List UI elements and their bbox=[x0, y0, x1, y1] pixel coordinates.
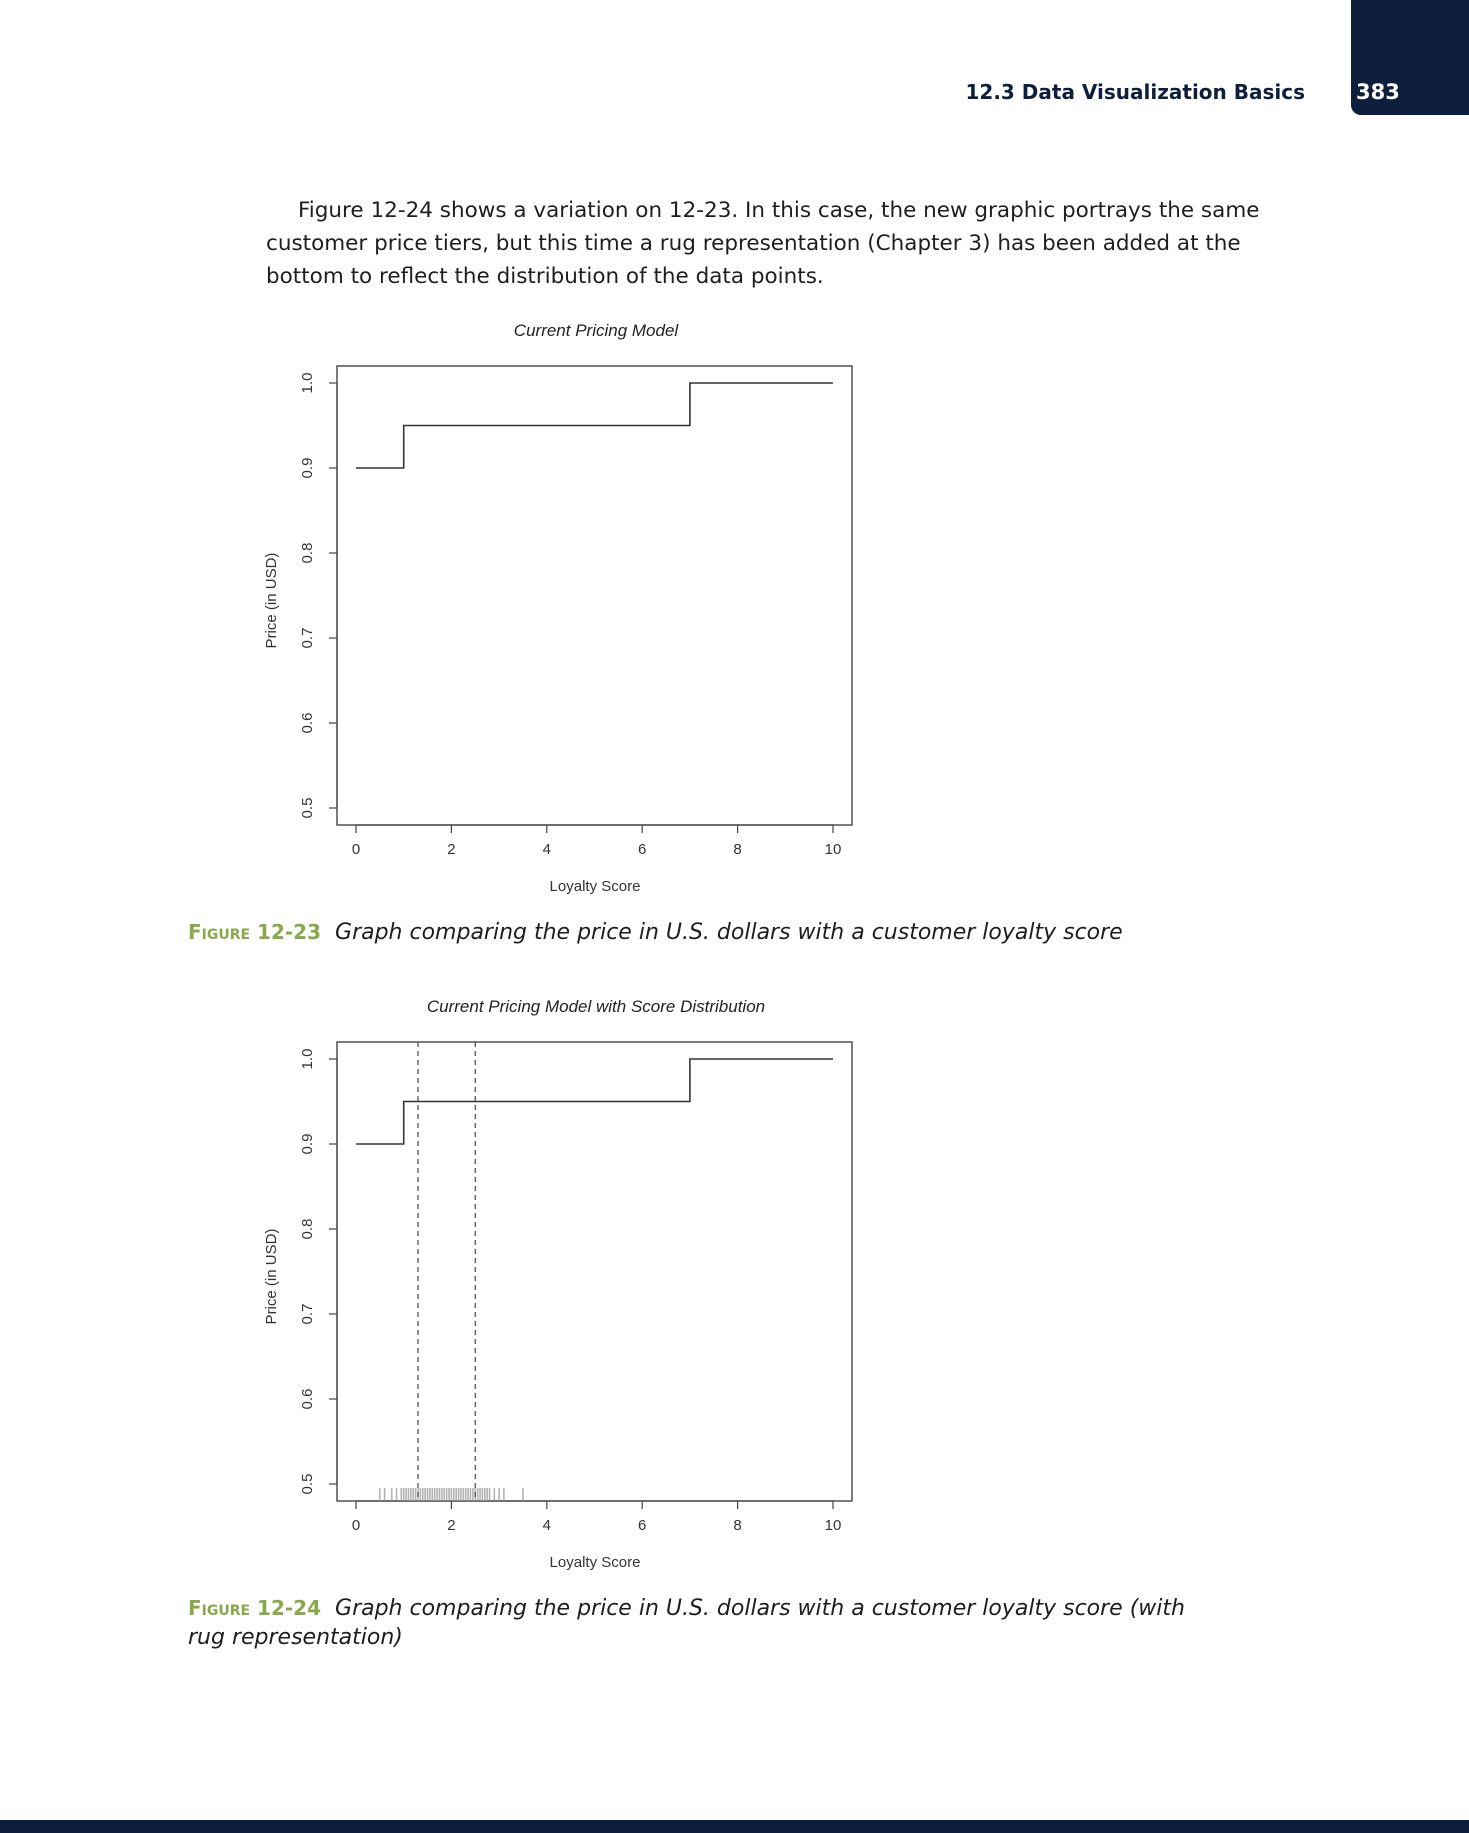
y-axis-label: Price (in USD) bbox=[263, 553, 280, 649]
caption-text: Graph comparing the price in U.S. dollar… bbox=[188, 1596, 1185, 1650]
x-tick-label: 8 bbox=[733, 1517, 741, 1534]
x-tick-label: 10 bbox=[825, 841, 842, 858]
x-tick-label: 6 bbox=[638, 1517, 646, 1534]
figure-caption-12-24: Figure 12-24 Graph comparing the price i… bbox=[188, 1594, 1228, 1652]
chart-title: Current Pricing Model with Score Distrib… bbox=[427, 997, 765, 1016]
y-tick-label: 0.9 bbox=[299, 1134, 316, 1155]
caption-label: Figure 12-24 bbox=[188, 1596, 322, 1620]
y-tick-label: 0.7 bbox=[299, 1304, 316, 1325]
y-tick-label: 0.9 bbox=[299, 458, 316, 479]
x-tick-label: 4 bbox=[543, 1517, 551, 1534]
header-tab bbox=[1351, 0, 1469, 115]
caption-text: Graph comparing the price in U.S. dollar… bbox=[335, 920, 1123, 945]
chart-figure-12-24: Current Pricing Model with Score Distrib… bbox=[263, 997, 853, 1571]
x-tick-label: 4 bbox=[543, 841, 551, 858]
y-tick-label: 1.0 bbox=[299, 1049, 316, 1070]
x-tick-label: 2 bbox=[447, 841, 455, 858]
body-paragraph: Figure 12-24 shows a variation on 12-23.… bbox=[266, 198, 1260, 289]
section-title: 12.3 Data Visualization Basics bbox=[965, 80, 1305, 104]
x-tick-label: 8 bbox=[733, 841, 741, 858]
x-tick-label: 10 bbox=[825, 1517, 842, 1534]
x-tick-label: 0 bbox=[352, 841, 360, 858]
price-step-line bbox=[356, 1058, 833, 1145]
x-tick-label: 0 bbox=[352, 1517, 360, 1534]
y-tick-label: 0.8 bbox=[299, 543, 316, 564]
x-axis-label: Loyalty Score bbox=[550, 1554, 641, 1571]
chart-title: Current Pricing Model bbox=[514, 321, 680, 340]
x-tick-label: 6 bbox=[638, 841, 646, 858]
y-tick-label: 0.6 bbox=[299, 713, 316, 734]
caption-label: Figure 12-23 bbox=[188, 920, 322, 944]
y-tick-label: 0.5 bbox=[299, 1474, 316, 1495]
x-tick-label: 2 bbox=[447, 1517, 455, 1534]
y-tick-label: 0.7 bbox=[299, 628, 316, 649]
page-number: 383 bbox=[1356, 80, 1400, 104]
y-tick-label: 0.6 bbox=[299, 1389, 316, 1410]
footer-bar bbox=[0, 1820, 1469, 1833]
price-step-line bbox=[356, 382, 833, 469]
figure-caption-12-23: Figure 12-23 Graph comparing the price i… bbox=[188, 918, 1228, 947]
x-axis-label: Loyalty Score bbox=[550, 878, 641, 895]
plot-frame bbox=[336, 365, 853, 826]
y-tick-label: 0.5 bbox=[299, 798, 316, 819]
chart-figure-12-23: Current Pricing Model 0 2 4 6 8 10 Loyalty Scor… bbox=[263, 321, 853, 895]
y-tick-label: 1.0 bbox=[299, 373, 316, 394]
plot-frame bbox=[336, 1041, 853, 1502]
y-axis-label: Price (in USD) bbox=[263, 1229, 280, 1325]
y-tick-label: 0.8 bbox=[299, 1219, 316, 1240]
